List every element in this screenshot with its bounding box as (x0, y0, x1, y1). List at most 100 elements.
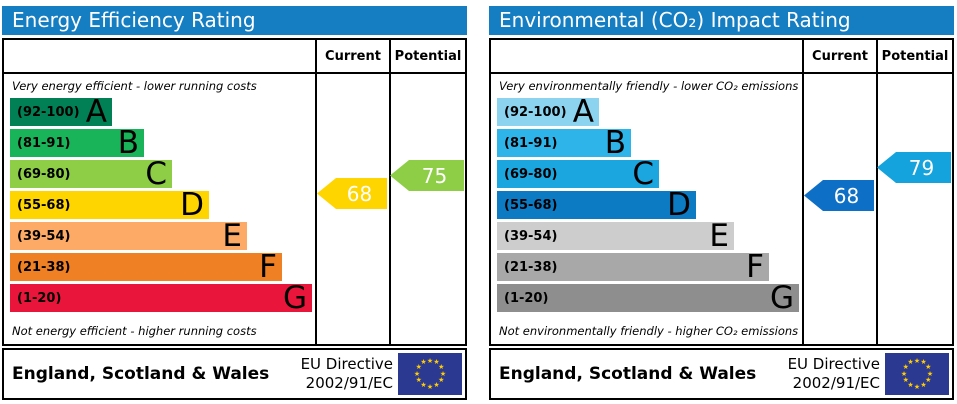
band-letter: B (117, 125, 139, 161)
energy-bands: (92-100) A (81-91) B (69-80) C (55-68) D (39-54)… (10, 94, 315, 316)
potential-rating-arrow: 75 (390, 160, 464, 191)
eu-star-icon: ★ (925, 376, 932, 384)
table-corner-cell (4, 40, 315, 74)
band-letter: E (222, 218, 242, 254)
co2-current-column: 68 (802, 74, 876, 344)
band-range-label: (81-91) (17, 135, 71, 151)
eu-star-icon: ★ (413, 369, 421, 378)
energy-potential-column: 75 (389, 74, 465, 344)
band-b: (81-91) B (497, 125, 631, 161)
eu-directive-label: EU Directive 2002/91/EC (301, 355, 393, 393)
band-range-label: (92-100) (504, 104, 567, 120)
eu-star-icon: ★ (439, 369, 447, 378)
co2-footer: England, Scotland & Wales EU Directive 2… (489, 348, 954, 400)
band-letter: E (709, 218, 729, 254)
eu-flag-icon: ★ ★ ★ ★ ★ ★ ★ ★ ★ ★ ★ ★ (398, 353, 462, 395)
eu-directive-line2: 2002/91/EC (305, 374, 393, 392)
band-d: (55-68) D (10, 187, 209, 223)
band-range-label: (55-68) (504, 197, 558, 213)
band-e: (39-54) E (10, 218, 247, 254)
band-g: (1-20) G (10, 280, 312, 316)
band-f: (21-38) F (497, 249, 769, 285)
eu-flag-icon: ★ ★ ★ ★ ★ ★ ★ ★ ★ ★ ★ ★ (885, 353, 949, 395)
band-range-label: (39-54) (17, 228, 71, 244)
co2-panel-title: Environmental (CO₂) Impact Rating (489, 6, 954, 35)
current-rating-value: 68 (346, 181, 373, 206)
band-letter: B (604, 125, 626, 161)
band-letter: D (667, 187, 691, 223)
band-range-label: (1-20) (17, 290, 62, 306)
band-letter: G (282, 280, 307, 316)
eu-star-icon: ★ (438, 376, 445, 384)
band-letter: F (259, 249, 277, 285)
band-range-label: (39-54) (504, 228, 558, 244)
current-rating-arrow: 68 (317, 178, 387, 209)
current-rating-value: 68 (833, 183, 860, 208)
band-letter: D (180, 187, 204, 223)
energy-rating-table: Current Potential Very energy efficient … (2, 38, 467, 346)
current-column-header: Current (315, 40, 389, 74)
region-label: England, Scotland & Wales (499, 364, 757, 384)
energy-footer: England, Scotland & Wales EU Directive 2… (2, 348, 467, 400)
band-f: (21-38) F (10, 249, 282, 285)
eu-star-icon: ★ (415, 376, 422, 384)
eu-star-icon: ★ (426, 356, 434, 365)
band-range-label: (81-91) (504, 135, 558, 151)
energy-bands-area: Very energy efficient - lower running co… (4, 74, 315, 344)
band-range-label: (1-20) (504, 290, 549, 306)
band-letter: F (746, 249, 764, 285)
table-corner-cell (491, 40, 802, 74)
band-letter: C (145, 156, 167, 192)
eu-star-icon: ★ (433, 358, 440, 367)
energy-panel-title: Energy Efficiency Rating (2, 6, 467, 35)
co2-rating-table: Current Potential Very environmentally f… (489, 38, 954, 346)
band-e: (39-54) E (497, 218, 734, 254)
band-g: (1-20) G (497, 280, 799, 316)
eu-directive-line2: 2002/91/EC (792, 374, 880, 392)
band-range-label: (69-80) (17, 166, 71, 182)
eu-star-icon: ★ (902, 376, 909, 384)
co2-bands-area: Very environmentally friendly - lower CO… (491, 74, 802, 344)
bottom-note: Not environmentally friendly - higher CO… (499, 324, 799, 338)
band-c: (69-80) C (10, 156, 172, 192)
eu-star-icon: ★ (433, 380, 440, 389)
potential-column-header: Potential (389, 40, 465, 74)
band-range-label: (21-38) (17, 259, 71, 275)
band-a: (92-100) A (497, 94, 599, 130)
eu-star-icon: ★ (420, 380, 427, 389)
eu-directive-line1: EU Directive (300, 355, 393, 374)
co2-impact-panel: Environmental (CO₂) Impact Rating Curren… (489, 6, 954, 404)
band-letter: A (85, 94, 107, 130)
eu-star-icon: ★ (426, 382, 434, 391)
region-label: England, Scotland & Wales (12, 364, 270, 384)
eu-star-icon: ★ (900, 369, 908, 378)
band-d: (55-68) D (497, 187, 696, 223)
bottom-note: Not energy efficient - higher running co… (12, 324, 257, 338)
eu-directive-line1: EU Directive (787, 355, 880, 374)
potential-rating-arrow: 79 (877, 152, 951, 183)
eu-star-icon: ★ (415, 363, 422, 371)
band-range-label: (21-38) (504, 259, 558, 275)
band-letter: C (632, 156, 654, 192)
co2-bands: (92-100) A (81-91) B (69-80) C (55-68) D (39-54)… (497, 94, 802, 316)
band-range-label: (55-68) (17, 197, 71, 213)
co2-potential-column: 79 (876, 74, 952, 344)
potential-rating-value: 79 (908, 155, 935, 180)
current-column-header: Current (802, 40, 876, 74)
eu-star-icon: ★ (926, 369, 934, 378)
eu-star-icon: ★ (907, 380, 914, 389)
band-letter: A (572, 94, 594, 130)
potential-column-header: Potential (876, 40, 952, 74)
band-range-label: (69-80) (504, 166, 558, 182)
band-a: (92-100) A (10, 94, 112, 130)
eu-directive-label: EU Directive 2002/91/EC (788, 355, 880, 393)
band-c: (69-80) C (497, 156, 659, 192)
band-range-label: (92-100) (17, 104, 80, 120)
eu-star-icon: ★ (907, 358, 914, 367)
eu-star-icon: ★ (920, 380, 927, 389)
eu-star-icon: ★ (913, 356, 921, 365)
potential-rating-value: 75 (421, 163, 448, 188)
eu-star-icon: ★ (913, 382, 921, 391)
energy-current-column: 68 (315, 74, 389, 344)
band-letter: G (769, 280, 794, 316)
